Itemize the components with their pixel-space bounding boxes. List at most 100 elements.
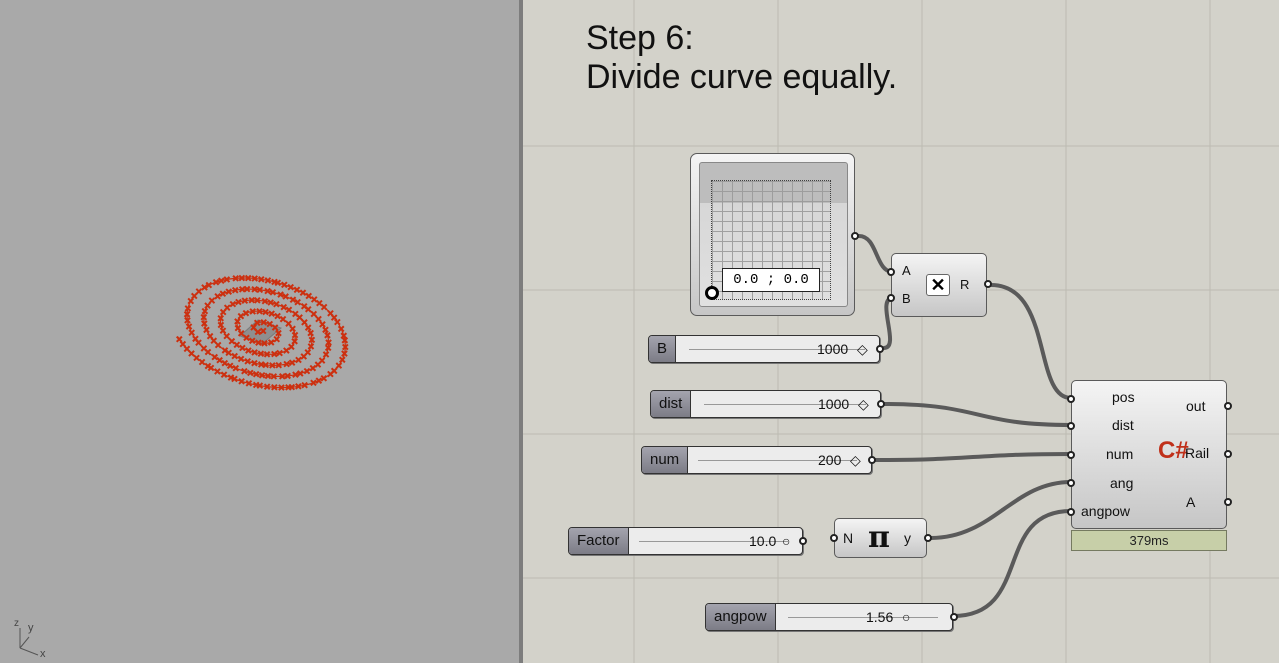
slider-num-handle-icon[interactable]: ◇ — [850, 452, 861, 468]
md-slider-component[interactable]: 0.0 ; 0.0 — [690, 153, 859, 316]
division-point — [259, 327, 267, 335]
csharp-output-out-grip[interactable] — [1224, 402, 1232, 410]
multiply-input-b-grip[interactable] — [887, 294, 895, 302]
slider-dist-value: 1000 — [818, 396, 850, 412]
division-point — [200, 313, 208, 321]
division-point — [337, 325, 345, 333]
rhino-viewport[interactable]: z y x — [0, 0, 519, 663]
slider-factor[interactable]: Factor 10.0 ○ — [568, 527, 807, 555]
division-point — [341, 343, 349, 351]
division-point — [269, 288, 277, 296]
division-point — [292, 371, 299, 378]
pi-output-grip[interactable] — [924, 534, 932, 542]
csharp-input-dist-grip[interactable] — [1067, 422, 1075, 430]
division-point — [294, 298, 301, 306]
division-point — [216, 356, 223, 364]
pad-handle-icon[interactable] — [705, 286, 719, 300]
division-point — [252, 370, 260, 378]
csharp-input-ang-grip[interactable] — [1067, 479, 1075, 487]
multiply-output-grip[interactable] — [984, 280, 992, 288]
csharp-output-rail-grip[interactable] — [1224, 450, 1232, 458]
slider-b-track[interactable] — [689, 349, 865, 350]
slider-factor-output-grip[interactable] — [799, 537, 807, 545]
division-point — [251, 285, 258, 293]
division-point — [195, 288, 203, 295]
csharp-output-a-grip[interactable] — [1224, 498, 1232, 506]
slider-dist-track[interactable] — [704, 404, 866, 405]
division-point — [187, 297, 195, 305]
slider-b-output-grip[interactable] — [876, 345, 884, 353]
division-point — [245, 380, 253, 387]
slider-factor-handle-icon[interactable]: ○ — [782, 533, 791, 549]
pi-component[interactable]: N π y — [830, 518, 932, 558]
division-point — [320, 374, 328, 382]
division-point — [201, 307, 209, 315]
slider-b[interactable]: B 1000 ◇ — [648, 335, 884, 363]
division-point — [208, 297, 216, 304]
multiply-input-a-label: A — [902, 263, 911, 278]
division-point — [275, 329, 282, 337]
slider-b-value: 1000 — [817, 341, 849, 357]
csharp-script-component[interactable]: pos dist num ang angpow C# out Rail A — [1067, 380, 1232, 529]
slider-angpow-handle-icon[interactable]: ○ — [902, 609, 911, 625]
division-point — [246, 369, 254, 377]
division-point — [280, 303, 288, 311]
division-point — [229, 300, 237, 308]
pi-input-grip[interactable] — [830, 534, 838, 542]
slider-dist[interactable]: dist 1000 ◇ — [650, 390, 885, 418]
slider-dist-output-grip[interactable] — [877, 400, 885, 408]
division-point — [269, 362, 276, 369]
division-point — [251, 275, 259, 282]
division-point — [324, 331, 331, 339]
division-point — [201, 284, 208, 291]
division-point — [308, 336, 316, 344]
division-point — [263, 350, 271, 358]
division-point — [275, 361, 283, 369]
division-point — [276, 349, 283, 357]
step-title-line2: Divide curve equally. — [586, 58, 898, 96]
division-point — [285, 384, 292, 391]
csharp-input-angpow-grip[interactable] — [1067, 508, 1075, 516]
pad-output-grip[interactable] — [851, 232, 859, 240]
slider-num[interactable]: num 200 ◇ — [641, 446, 876, 474]
division-point — [254, 328, 262, 336]
slider-dist-handle-icon[interactable]: ◇ — [858, 396, 869, 412]
division-point — [220, 371, 228, 378]
division-point — [322, 351, 330, 358]
division-point — [241, 297, 249, 305]
division-point — [223, 332, 231, 340]
division-point — [334, 318, 341, 326]
multiply-input-b-label: B — [902, 291, 911, 306]
csharp-input-ang-label: ang — [1110, 475, 1134, 491]
division-point — [271, 383, 278, 391]
slider-num-output-grip[interactable] — [868, 456, 876, 464]
division-point — [188, 329, 195, 336]
csharp-input-pos-grip[interactable] — [1067, 395, 1075, 403]
division-point — [264, 372, 272, 380]
slider-num-track[interactable] — [698, 460, 857, 461]
slider-angpow-track[interactable] — [788, 617, 938, 618]
division-point — [242, 309, 250, 317]
panel-divider[interactable] — [519, 0, 523, 663]
multiply-component[interactable]: A B ✕ R — [887, 253, 992, 317]
division-point — [184, 305, 192, 312]
md-slider-pad[interactable]: 0.0 ; 0.0 — [699, 162, 848, 307]
grasshopper-canvas[interactable]: Step 6: Divide curve equally. 0.0 ; 0.0 … — [523, 0, 1279, 663]
slider-b-handle-icon[interactable]: ◇ — [857, 341, 868, 357]
division-point — [241, 367, 248, 375]
division-point — [277, 291, 284, 298]
csharp-input-num-grip[interactable] — [1067, 451, 1075, 459]
division-point — [307, 343, 315, 350]
division-point — [223, 304, 231, 311]
division-point — [217, 321, 225, 329]
csharp-input-dist-label: dist — [1112, 417, 1134, 433]
multiply-input-a-grip[interactable] — [887, 268, 895, 276]
slider-angpow-output-grip[interactable] — [950, 613, 958, 621]
division-point — [341, 336, 349, 344]
division-point — [257, 361, 265, 368]
division-point — [221, 347, 229, 354]
slider-factor-track[interactable] — [639, 541, 788, 542]
division-point — [320, 303, 328, 311]
slider-angpow[interactable]: angpow 1.56 ○ — [705, 603, 958, 631]
division-point — [288, 359, 296, 366]
